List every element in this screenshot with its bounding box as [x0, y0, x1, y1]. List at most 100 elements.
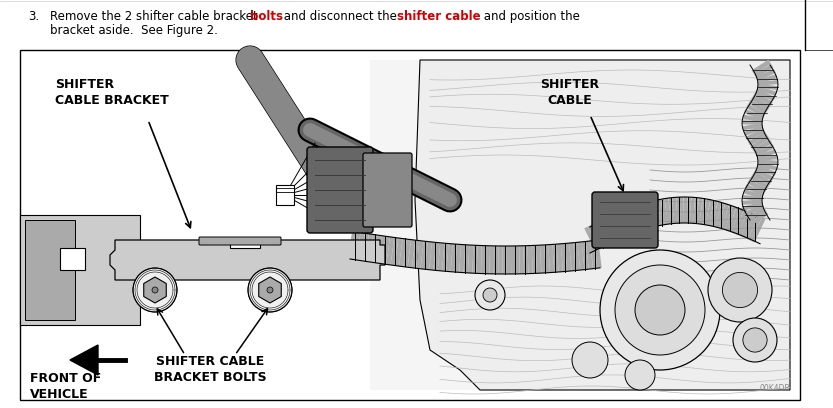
Polygon shape	[144, 277, 167, 303]
Polygon shape	[748, 100, 768, 114]
Polygon shape	[631, 206, 643, 232]
Polygon shape	[728, 207, 741, 233]
Polygon shape	[623, 209, 636, 234]
Polygon shape	[735, 210, 747, 235]
Bar	[276, 185, 294, 205]
Polygon shape	[415, 60, 790, 390]
Polygon shape	[584, 226, 599, 252]
Polygon shape	[412, 240, 420, 268]
Polygon shape	[742, 123, 763, 131]
Polygon shape	[690, 197, 695, 223]
Polygon shape	[586, 241, 593, 269]
Bar	[20, 50, 800, 400]
Polygon shape	[523, 246, 528, 274]
Polygon shape	[382, 236, 390, 264]
Circle shape	[635, 285, 685, 335]
Polygon shape	[591, 223, 606, 248]
Polygon shape	[544, 245, 550, 273]
Polygon shape	[709, 200, 718, 226]
Polygon shape	[758, 160, 778, 164]
Polygon shape	[476, 245, 482, 273]
Circle shape	[267, 287, 273, 293]
Polygon shape	[395, 238, 402, 266]
Polygon shape	[715, 202, 726, 228]
Circle shape	[733, 318, 777, 362]
Text: bracket aside.  See Figure 2.: bracket aside. See Figure 2.	[50, 24, 218, 37]
Polygon shape	[752, 171, 771, 186]
Polygon shape	[672, 197, 678, 224]
Circle shape	[615, 265, 705, 355]
Polygon shape	[556, 244, 563, 272]
Polygon shape	[601, 218, 616, 243]
Polygon shape	[757, 155, 778, 162]
Polygon shape	[711, 201, 721, 227]
Polygon shape	[468, 245, 474, 273]
Polygon shape	[612, 213, 626, 239]
Text: SHIFTER
CABLE: SHIFTER CABLE	[541, 78, 600, 107]
Circle shape	[625, 360, 655, 390]
Polygon shape	[757, 74, 777, 84]
Polygon shape	[573, 242, 580, 271]
Polygon shape	[646, 202, 656, 228]
Polygon shape	[455, 244, 461, 273]
Polygon shape	[742, 200, 762, 205]
Polygon shape	[506, 246, 511, 274]
Text: 00K4DR: 00K4DR	[759, 384, 790, 393]
Polygon shape	[561, 244, 567, 272]
Text: 3.: 3.	[28, 10, 39, 23]
Polygon shape	[451, 244, 457, 272]
Polygon shape	[403, 239, 411, 267]
Polygon shape	[696, 198, 702, 224]
Polygon shape	[552, 244, 559, 272]
Polygon shape	[577, 242, 585, 270]
FancyBboxPatch shape	[592, 192, 658, 248]
Polygon shape	[481, 246, 486, 274]
Polygon shape	[609, 215, 623, 240]
Polygon shape	[756, 69, 776, 81]
Polygon shape	[721, 204, 733, 230]
Polygon shape	[699, 198, 706, 224]
Polygon shape	[668, 197, 675, 224]
Text: SHIFTER CABLE
BRACKET BOLTS: SHIFTER CABLE BRACKET BOLTS	[153, 355, 267, 384]
Polygon shape	[661, 199, 668, 225]
Polygon shape	[742, 120, 762, 125]
Circle shape	[133, 268, 177, 312]
Polygon shape	[635, 205, 646, 231]
Polygon shape	[684, 197, 687, 223]
Polygon shape	[650, 201, 659, 227]
Polygon shape	[758, 80, 778, 86]
Polygon shape	[464, 245, 470, 273]
Polygon shape	[642, 203, 652, 228]
Polygon shape	[745, 184, 765, 197]
Polygon shape	[743, 202, 763, 211]
Polygon shape	[494, 246, 498, 274]
Polygon shape	[750, 175, 769, 190]
Polygon shape	[407, 239, 416, 268]
Polygon shape	[498, 246, 502, 274]
Polygon shape	[391, 237, 398, 266]
Polygon shape	[472, 245, 478, 273]
Text: and disconnect the: and disconnect the	[280, 10, 401, 23]
Circle shape	[600, 250, 720, 370]
Polygon shape	[421, 241, 428, 269]
Polygon shape	[743, 125, 764, 136]
Polygon shape	[751, 135, 770, 150]
Polygon shape	[706, 200, 714, 226]
Polygon shape	[753, 139, 772, 154]
Bar	[370, 60, 790, 390]
Polygon shape	[718, 203, 729, 229]
Polygon shape	[348, 231, 357, 259]
Polygon shape	[702, 199, 711, 225]
Bar	[25, 220, 75, 320]
Polygon shape	[746, 128, 766, 141]
Polygon shape	[744, 109, 764, 120]
Polygon shape	[259, 277, 282, 303]
Polygon shape	[680, 197, 684, 223]
Polygon shape	[536, 245, 541, 273]
Text: shifter cable: shifter cable	[397, 10, 481, 23]
Polygon shape	[442, 243, 449, 271]
Polygon shape	[490, 246, 494, 274]
Text: bolts: bolts	[250, 10, 283, 23]
Polygon shape	[377, 235, 386, 264]
Polygon shape	[433, 242, 441, 271]
